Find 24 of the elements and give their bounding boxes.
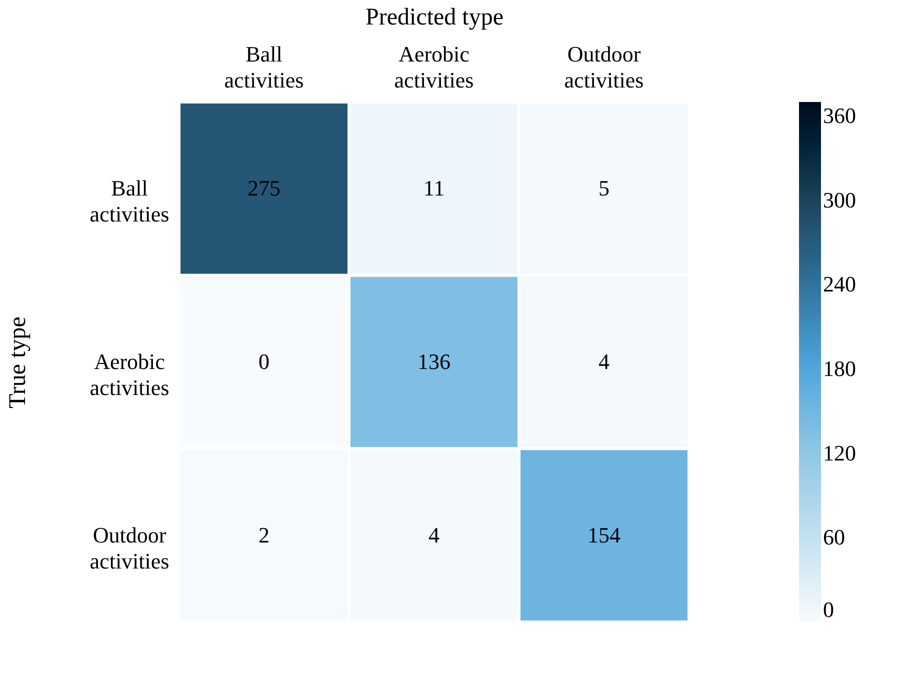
color-bar-label: 360	[823, 103, 856, 128]
data-label: 136	[418, 349, 450, 374]
data-label: 4	[428, 522, 440, 548]
data-label: 2	[258, 522, 270, 548]
x-tick-label: Outdoor activities	[564, 42, 644, 92]
x-tick-label: Ball activities	[224, 42, 304, 92]
data-label: 0	[258, 349, 270, 374]
data-label: 5	[598, 176, 610, 201]
color-bar-label: 60	[823, 524, 845, 550]
x-axis-title: Predicted type	[366, 4, 504, 30]
data-label: 154	[588, 522, 620, 548]
data-label: 11	[423, 176, 445, 201]
x-tick-label: Aerobic activities	[394, 42, 474, 92]
data-label: 4	[598, 349, 610, 374]
y-tick-label: Ball activities	[90, 176, 170, 227]
color-bar-label: 300	[823, 187, 856, 212]
y-tick-label: Aerobic activities	[90, 349, 170, 400]
color-bar-label: 0	[823, 597, 834, 622]
y-axis-title: True type	[4, 316, 31, 408]
color-bar-label: 240	[823, 272, 856, 297]
color-bar-label: 120	[823, 440, 856, 466]
y-tick-label: Outdoor activities	[90, 522, 170, 574]
data-label: 275	[248, 176, 280, 201]
color-bar-label: 180	[823, 356, 856, 382]
